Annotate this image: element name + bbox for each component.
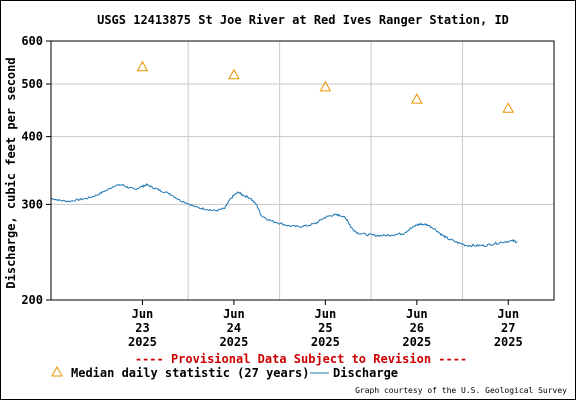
y-tick-label: 200 — [21, 293, 43, 307]
x-tick-label: 2025 — [128, 335, 157, 349]
x-tick-label: 27 — [501, 321, 515, 335]
x-tick-label: Jun — [223, 307, 245, 321]
usgs-credit: Graph courtesy of the U.S. Geological Su… — [355, 386, 567, 395]
y-axis-label: Discharge, cubic feet per second — [4, 57, 18, 288]
gridlines — [51, 41, 554, 300]
x-tick-label: 24 — [227, 321, 241, 335]
y-tick-label: 400 — [21, 130, 43, 144]
x-tick-label: 25 — [318, 321, 332, 335]
median-point — [410, 93, 423, 104]
median-point — [136, 60, 149, 72]
chart-title: USGS 12413875 St Joe River at Red Ives R… — [97, 13, 509, 27]
y-tick-label: 300 — [21, 197, 43, 211]
x-tick-label: Jun — [315, 307, 337, 321]
median-point — [319, 80, 332, 92]
legend-median-marker — [51, 365, 63, 377]
x-tick-label: 2025 — [219, 335, 248, 349]
plot-border — [50, 40, 555, 301]
x-tick-label: Jun — [132, 307, 154, 321]
legend-discharge-label: Discharge — [333, 366, 398, 380]
x-tick-label: 26 — [410, 321, 424, 335]
x-tick-label: 2025 — [494, 335, 523, 349]
legend-median-label: Median daily statistic (27 years) — [71, 366, 309, 380]
discharge-line — [50, 182, 518, 248]
median-point — [228, 68, 240, 80]
x-tick-label: 2025 — [402, 335, 431, 349]
x-axis-ticks: Jun232025Jun242025Jun252025Jun262025Jun2… — [128, 300, 523, 349]
y-tick-label: 600 — [21, 34, 43, 48]
series-layer — [50, 60, 518, 248]
plot-area — [51, 41, 554, 300]
y-axis-ticks: 200 300 400 500 600 — [21, 34, 51, 307]
x-tick-label: Jun — [406, 307, 428, 321]
median-point — [502, 102, 515, 113]
y-tick-label: 500 — [21, 77, 43, 91]
x-tick-label: 2025 — [311, 335, 340, 349]
x-tick-label: Jun — [497, 307, 519, 321]
x-tick-label: 23 — [135, 321, 149, 335]
provisional-note: ---- Provisional Data Subject to Revisio… — [135, 352, 467, 366]
